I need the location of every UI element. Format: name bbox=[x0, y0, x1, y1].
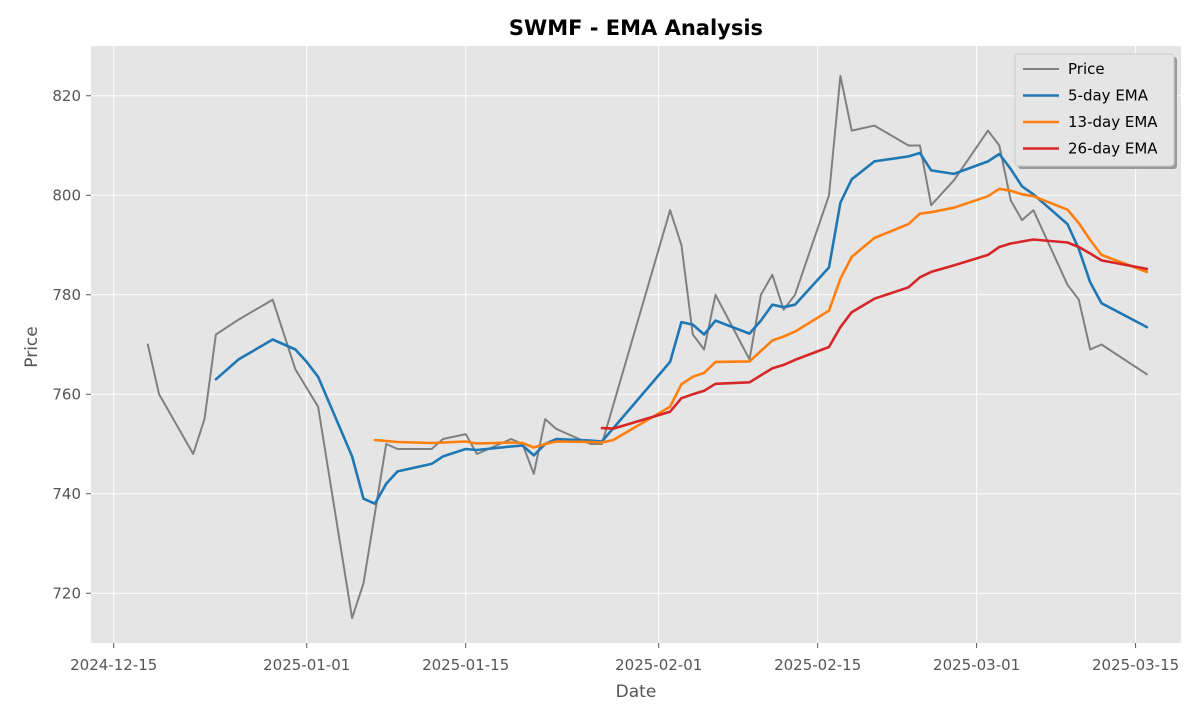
y-tick-label: 780 bbox=[52, 286, 81, 304]
y-tick-label: 720 bbox=[52, 584, 81, 602]
series-layer bbox=[146, 74, 1149, 620]
y-tick-label: 760 bbox=[52, 385, 81, 403]
x-tick-label: 2025-03-01 bbox=[933, 656, 1020, 674]
y-tick-label: 820 bbox=[52, 87, 81, 105]
x-tick-label: 2025-03-15 bbox=[1092, 656, 1179, 674]
legend: Price 5-day EMA 13-day EMA 26-day EMA bbox=[1014, 53, 1177, 169]
x-tick-label: 2025-02-15 bbox=[774, 656, 861, 674]
y-tick-label: 740 bbox=[52, 485, 81, 503]
series-line-26-day-ema bbox=[600, 238, 1149, 430]
y-axis-label: Price bbox=[22, 326, 42, 367]
legend-label: 26-day EMA bbox=[1068, 140, 1158, 158]
legend-label: 13-day EMA bbox=[1068, 113, 1158, 131]
grid-lines bbox=[91, 46, 1181, 643]
series-line-price bbox=[146, 74, 1148, 620]
x-axis-ticks: 2024-12-15 2025-01-01 2025-01-15 2025-02-01… bbox=[70, 643, 1179, 674]
chart-title: SWMF - EMA Analysis bbox=[509, 16, 763, 40]
x-tick-label: 2025-01-15 bbox=[422, 656, 509, 674]
series-line-13-day-ema bbox=[373, 187, 1149, 449]
x-tick-label: 2025-01-01 bbox=[263, 656, 350, 674]
legend-label: 5-day EMA bbox=[1068, 87, 1149, 105]
legend-label: Price bbox=[1068, 60, 1105, 78]
series-line-5-day-ema bbox=[214, 151, 1149, 505]
x-axis-label: Date bbox=[616, 682, 657, 702]
y-axis-ticks: 720 740 760 780 800 820 bbox=[52, 87, 91, 602]
x-tick-label: 2024-12-15 bbox=[70, 656, 157, 674]
x-tick-label: 2025-02-01 bbox=[615, 656, 702, 674]
y-tick-label: 800 bbox=[52, 186, 81, 204]
legend-box bbox=[1014, 53, 1175, 167]
